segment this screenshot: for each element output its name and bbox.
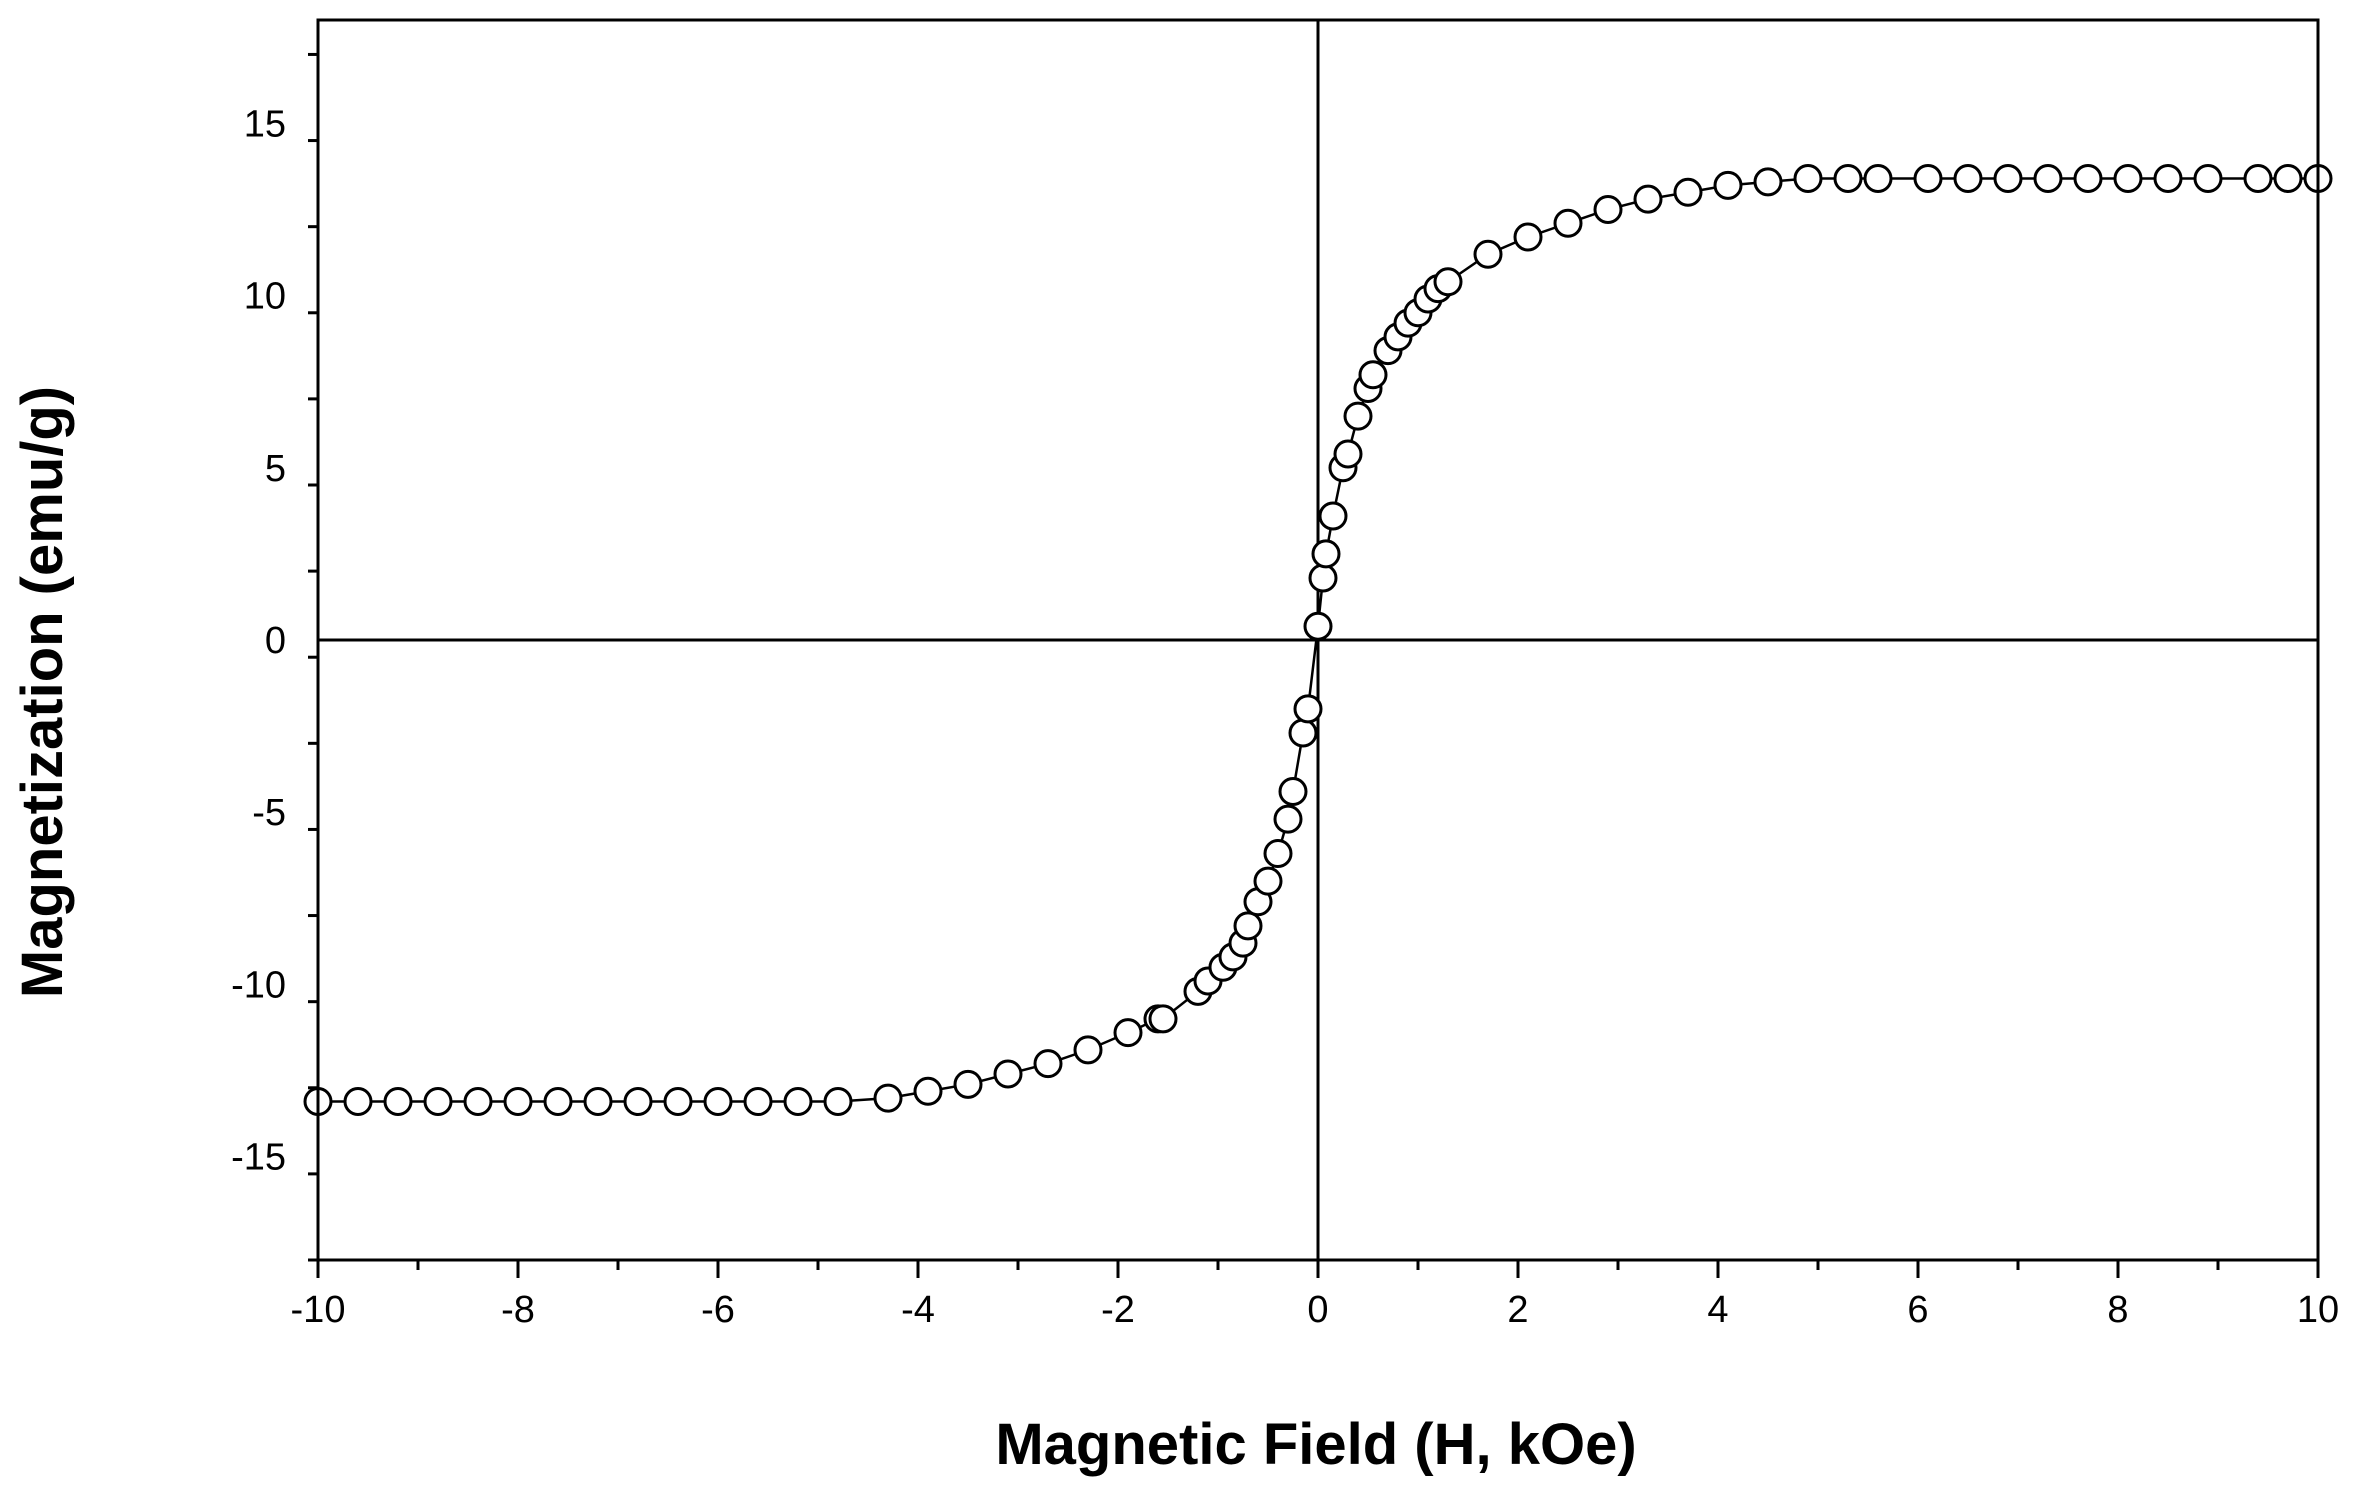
- data-point: [1513, 222, 1543, 252]
- data-point: [1953, 163, 1983, 193]
- data-point: [1311, 539, 1341, 569]
- data-point: [663, 1087, 693, 1117]
- data-point: [913, 1076, 943, 1106]
- data-point: [1233, 911, 1263, 941]
- y-tick-label: -15: [231, 1137, 286, 1179]
- data-point: [1753, 167, 1783, 197]
- data-point: [993, 1059, 1023, 1089]
- series-points-group: [303, 163, 2333, 1117]
- data-point: [1713, 170, 1743, 200]
- data-point: [743, 1087, 773, 1117]
- data-point: [1333, 439, 1363, 469]
- data-point: [463, 1087, 493, 1117]
- y-tick-label: 5: [265, 448, 286, 490]
- data-point: [2153, 163, 2183, 193]
- data-point: [1288, 718, 1318, 748]
- y-axis-ticks: -15 -10 -5 0 5 10 15: [231, 52, 318, 1262]
- x-tick-label: 2: [1507, 1289, 1528, 1331]
- data-point: [1913, 163, 1943, 193]
- data-point: [383, 1087, 413, 1117]
- y-tick-label: 15: [244, 103, 286, 145]
- data-point: [1033, 1049, 1063, 1079]
- x-tick-label: 8: [2107, 1289, 2128, 1331]
- data-point: [703, 1087, 733, 1117]
- y-tick-label: 0: [265, 620, 286, 662]
- data-point: [1113, 1018, 1143, 1048]
- data-point: [1318, 501, 1348, 531]
- data-point: [1253, 866, 1283, 896]
- data-point: [1308, 563, 1338, 593]
- data-point: [623, 1087, 653, 1117]
- data-point: [2113, 163, 2143, 193]
- data-point: [1553, 208, 1583, 238]
- data-point: [1343, 401, 1373, 431]
- data-point: [1593, 194, 1623, 224]
- data-point: [1073, 1035, 1103, 1065]
- data-point: [583, 1087, 613, 1117]
- data-point: [1993, 163, 2023, 193]
- data-point: [343, 1087, 373, 1117]
- data-point: [1148, 1004, 1178, 1034]
- data-point: [1303, 611, 1333, 641]
- x-tick-label: -2: [1101, 1289, 1135, 1331]
- x-tick-label: -10: [291, 1289, 346, 1331]
- data-point: [1433, 267, 1463, 297]
- x-tick-label: 0: [1307, 1289, 1328, 1331]
- data-point: [1863, 163, 1893, 193]
- data-point: [873, 1083, 903, 1113]
- data-point: [503, 1087, 533, 1117]
- x-tick-label: 10: [2297, 1289, 2339, 1331]
- data-point: [1273, 804, 1303, 834]
- x-tick-label: -8: [501, 1289, 535, 1331]
- y-axis-title: Magnetization (emu/g): [10, 386, 75, 998]
- y-tick-label: 10: [244, 276, 286, 318]
- data-point: [1673, 177, 1703, 207]
- x-tick-label: 4: [1707, 1289, 1728, 1331]
- data-point: [1833, 163, 1863, 193]
- data-point: [1293, 694, 1323, 724]
- data-point: [1793, 163, 1823, 193]
- x-tick-label: -6: [701, 1289, 735, 1331]
- data-point: [1633, 184, 1663, 214]
- data-point: [783, 1087, 813, 1117]
- data-point: [1278, 777, 1308, 807]
- data-point: [1473, 239, 1503, 269]
- x-axis-ticks: -10 -8 -6 -4 -2 0 2 4 6 8 10: [291, 1260, 2339, 1331]
- x-tick-label: 6: [1907, 1289, 1928, 1331]
- data-point: [543, 1087, 573, 1117]
- data-point: [2073, 163, 2103, 193]
- data-point: [1358, 360, 1388, 390]
- y-tick-label: -10: [231, 964, 286, 1006]
- data-point: [2193, 163, 2223, 193]
- y-tick-label: -5: [252, 792, 286, 834]
- x-tick-label: -4: [901, 1289, 935, 1331]
- data-point: [1263, 839, 1293, 869]
- x-axis-title: Magnetic Field (H, kOe): [995, 1412, 1636, 1477]
- data-point: [953, 1069, 983, 1099]
- data-point: [2033, 163, 2063, 193]
- data-point: [2273, 163, 2303, 193]
- data-point: [823, 1087, 853, 1117]
- data-point: [2243, 163, 2273, 193]
- data-point: [423, 1087, 453, 1117]
